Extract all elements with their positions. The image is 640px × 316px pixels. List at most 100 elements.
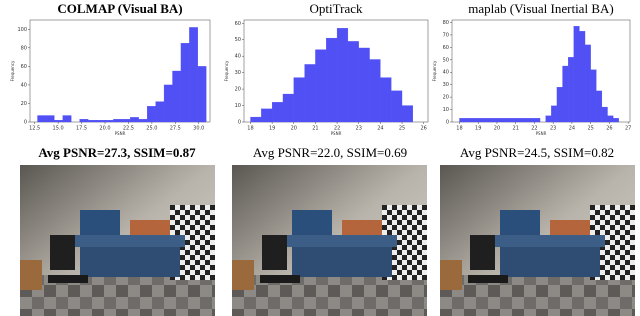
bar — [326, 37, 338, 123]
x-tick-label: 27 — [625, 126, 631, 132]
x-tick-label: 20 — [494, 126, 500, 132]
x-tick-label: 22 — [531, 126, 537, 132]
plot-area — [451, 19, 631, 123]
x-tick-label: 18 — [456, 126, 462, 132]
x-tick-label: 23 — [356, 126, 362, 132]
bar — [568, 57, 574, 123]
y-tick-label: 30 — [443, 82, 449, 88]
bar — [391, 90, 403, 123]
x-tick-label: 30.0 — [193, 126, 204, 132]
y-tick-label: 30 — [235, 70, 241, 76]
bar — [45, 115, 55, 123]
bar — [62, 115, 72, 123]
bar — [130, 117, 139, 123]
bar — [612, 118, 619, 123]
bar — [96, 119, 106, 123]
x-tick-label: 25 — [587, 126, 593, 132]
x-tick-label: 19 — [269, 126, 275, 132]
bar — [556, 87, 563, 123]
bar — [380, 77, 392, 123]
bar — [401, 105, 413, 123]
y-tick-label: 20 — [21, 101, 27, 107]
x-tick-label: 22.5 — [123, 126, 134, 132]
bar — [579, 31, 586, 123]
bar — [155, 101, 165, 123]
x-tick-label: 21 — [513, 126, 519, 132]
chart-title: COLMAP (Visual BA) — [57, 1, 182, 16]
bar — [54, 119, 63, 123]
bar — [358, 47, 370, 123]
bar — [315, 49, 327, 123]
bar — [304, 64, 316, 123]
bar — [79, 119, 89, 123]
bar — [459, 118, 541, 123]
y-tick-label: 60 — [443, 45, 449, 51]
y-tick-label: 70 — [443, 32, 449, 38]
y-tick-label: 80 — [21, 45, 27, 51]
x-tick-label: 21 — [312, 126, 318, 132]
bar — [271, 102, 284, 123]
bar — [197, 66, 207, 123]
bar — [545, 115, 552, 123]
y-axis-label: Frequency — [224, 60, 229, 81]
bar — [121, 119, 131, 123]
x-tick-label: 23 — [550, 126, 556, 132]
bar — [590, 69, 597, 123]
bar — [562, 65, 569, 123]
bar — [250, 116, 262, 123]
x-tick-label: 12.5 — [29, 126, 40, 132]
bar — [104, 119, 114, 123]
y-tick-label: 10 — [235, 103, 241, 109]
x-tick-label: 20.0 — [99, 126, 110, 132]
y-tick-label: 40 — [235, 54, 241, 60]
caption: Avg PSNR=22.0, SSIM=0.69 — [253, 145, 407, 160]
y-tick-label: 50 — [443, 57, 449, 63]
y-tick-label: 60 — [21, 64, 27, 70]
x-tick-label: 26 — [420, 126, 426, 132]
bar — [347, 41, 359, 123]
x-axis-label: PSNR — [115, 131, 126, 136]
bar — [551, 105, 558, 123]
photo — [20, 165, 215, 316]
x-tick-label: 26 — [606, 126, 612, 132]
y-tick-label: 100 — [17, 27, 27, 33]
caption: Avg PSNR=24.5, SSIM=0.82 — [460, 145, 614, 160]
x-axis-label: PSNR — [331, 131, 342, 136]
bar — [138, 119, 148, 123]
chart-title: OptiTrack — [310, 1, 363, 16]
x-tick-label: 24 — [569, 126, 575, 132]
y-axis-label: Frequency — [432, 60, 437, 81]
x-tick-label: 18 — [247, 126, 253, 132]
y-tick-label: 10 — [443, 107, 449, 113]
bar — [573, 26, 580, 123]
bar — [189, 27, 198, 123]
bar — [147, 106, 156, 123]
x-tick-label: 17.5 — [76, 126, 87, 132]
y-axis-label: Frequency — [10, 60, 15, 81]
y-tick-label: 60 — [235, 21, 241, 27]
x-tick-label: 25 — [399, 126, 405, 132]
photo — [440, 165, 635, 316]
y-tick-label: 0 — [238, 120, 241, 126]
y-tick-label: 40 — [21, 82, 27, 88]
bar — [87, 119, 97, 123]
x-tick-label: 22 — [334, 126, 340, 132]
caption: Avg PSNR=27.3, SSIM=0.87 — [38, 145, 196, 160]
bar — [584, 44, 591, 123]
x-axis-label: PSNR — [536, 131, 547, 136]
bar — [293, 77, 305, 123]
bar — [113, 119, 123, 123]
y-tick-label: 0 — [24, 120, 27, 126]
x-tick-label: 24 — [377, 126, 383, 132]
x-tick-label: 25.0 — [146, 126, 157, 132]
bar — [607, 115, 614, 123]
chart-title: maplab (Visual Inertial BA) — [468, 1, 613, 16]
y-tick-label: 0 — [446, 120, 449, 126]
bar — [172, 70, 182, 123]
bar — [596, 90, 603, 123]
bar — [180, 43, 190, 123]
x-tick-label: 20 — [291, 126, 297, 132]
photo — [232, 165, 427, 316]
bar — [601, 106, 608, 123]
